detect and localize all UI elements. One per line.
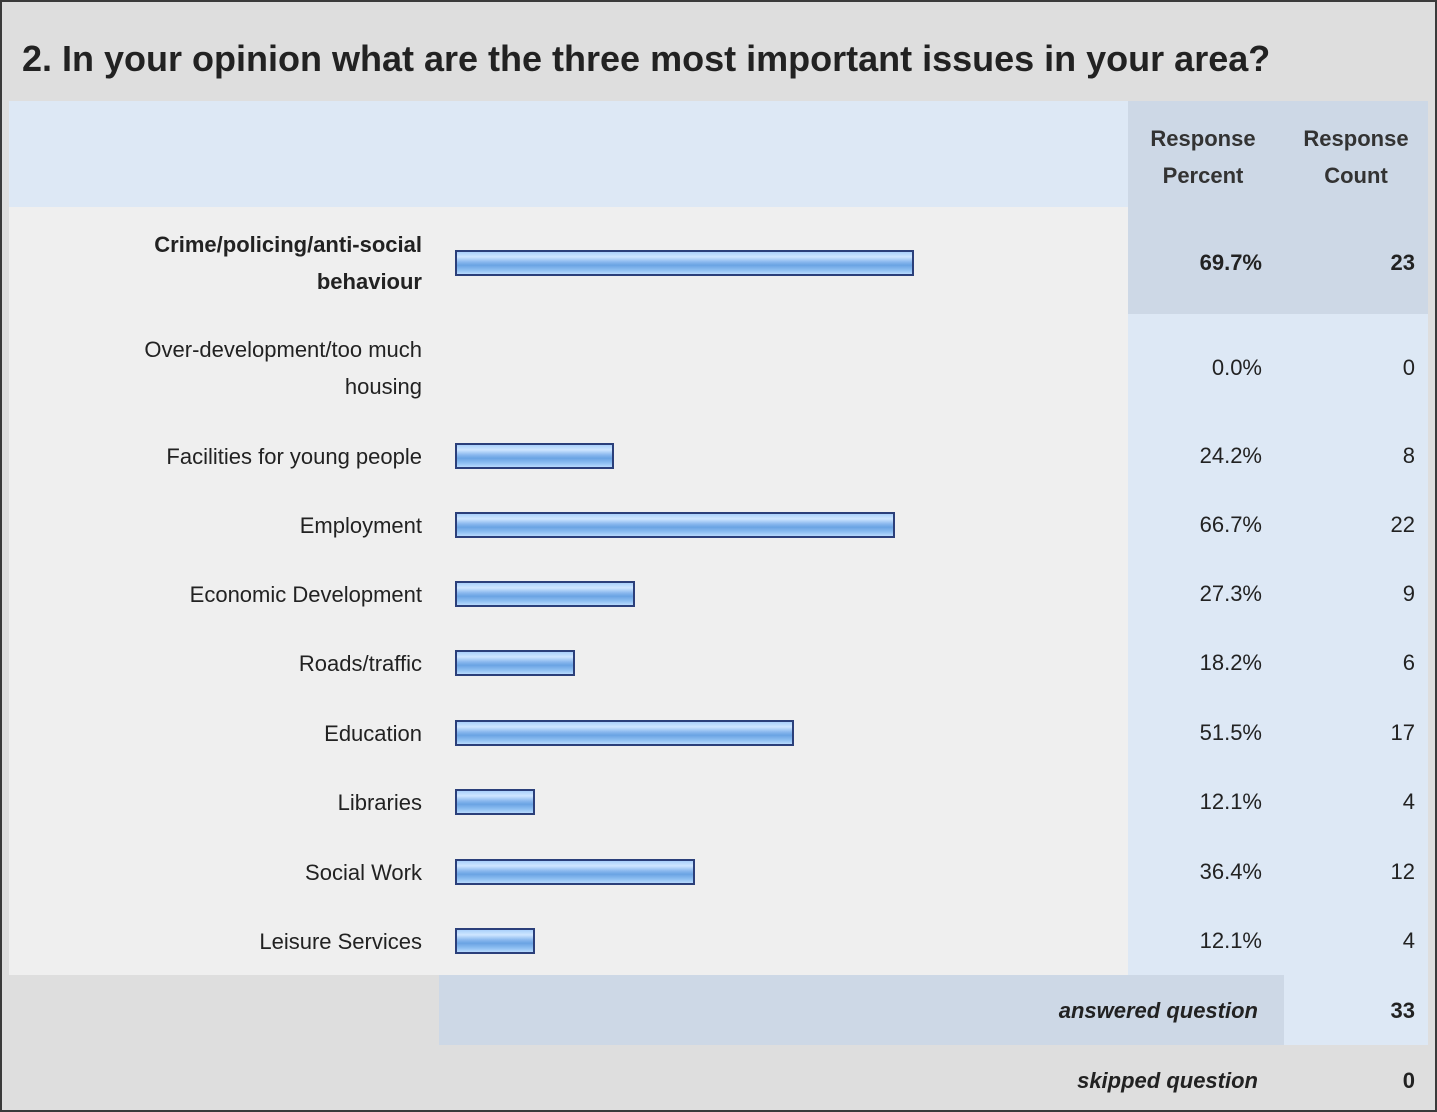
- header-count-line2: Count: [1324, 163, 1388, 188]
- row-label: Facilities for young people: [42, 438, 422, 475]
- row-label: Leisure Services: [42, 923, 422, 960]
- percent-cell: 12.1%: [1199, 928, 1262, 953]
- row-label: Education: [42, 715, 422, 752]
- bar: [455, 789, 535, 815]
- percent-cell: 27.3%: [1199, 581, 1262, 606]
- header-count-label: Response Count: [1284, 120, 1428, 194]
- row-label: Libraries: [42, 784, 422, 821]
- row-label-line: Leisure Services: [259, 928, 422, 954]
- row-label: Roads/traffic: [42, 645, 422, 682]
- count-cell: 23: [1390, 250, 1415, 275]
- bar: [455, 720, 794, 746]
- row-label-line: Education: [324, 720, 422, 746]
- row-label: Over-development/too much housing: [42, 331, 422, 405]
- row-label-line: behaviour: [316, 269, 422, 294]
- row-label-line: Facilities for young people: [166, 443, 422, 469]
- bar: [455, 443, 614, 469]
- highlight-percent-cell: [1128, 207, 1284, 314]
- row-label-line: Crime/policing/anti-social: [154, 232, 422, 257]
- count-cell: 0: [1402, 355, 1415, 380]
- row-label-line: Employment: [299, 512, 422, 538]
- row-label: Social Work: [42, 854, 422, 891]
- bar: [455, 581, 635, 607]
- answered-question-value: 33: [1390, 998, 1415, 1023]
- percent-cell: 66.7%: [1199, 512, 1262, 537]
- count-cell: 9: [1402, 581, 1415, 606]
- percent-cell: 69.7%: [1199, 250, 1262, 275]
- header-percent-line2: Percent: [1162, 163, 1244, 188]
- row-label-line: housing: [344, 374, 422, 399]
- bar: [455, 650, 575, 676]
- count-cell: 6: [1402, 650, 1415, 675]
- table-header-band: [9, 101, 1128, 207]
- header-percent-cell: [1128, 101, 1284, 207]
- row-label-line: Libraries: [337, 789, 422, 815]
- value-columns: [1128, 207, 1428, 975]
- percent-cell: 12.1%: [1199, 789, 1262, 814]
- row-label-line: Economic Development: [189, 581, 422, 607]
- percent-cell: 24.2%: [1199, 443, 1262, 468]
- bar: [455, 928, 535, 954]
- answered-count-cell: [1284, 975, 1428, 1045]
- count-cell: 22: [1390, 512, 1415, 537]
- row-label-line: Over-development/too much: [144, 337, 422, 362]
- bar: [455, 512, 895, 538]
- percent-cell: 51.5%: [1199, 720, 1262, 745]
- question-title: 2. In your opinion what are the three mo…: [22, 38, 1271, 79]
- percent-cell: 18.2%: [1199, 650, 1262, 675]
- count-cell: 17: [1390, 720, 1415, 745]
- skipped-question-value: 0: [1402, 1068, 1415, 1093]
- header-count-line1: Response: [1303, 126, 1409, 151]
- answered-row-band: [439, 975, 1284, 1045]
- count-cell: 4: [1402, 928, 1415, 953]
- highlight-count-cell: [1284, 207, 1428, 314]
- answered-question-label: answered question: [1058, 998, 1258, 1023]
- skipped-question-label: skipped question: [1077, 1068, 1258, 1093]
- row-label: Crime/policing/anti-social behaviour: [42, 226, 422, 300]
- percent-cell: 36.4%: [1199, 859, 1262, 884]
- header-percent-label: Response Percent: [1128, 120, 1278, 194]
- row-label: Employment: [42, 507, 422, 544]
- percent-cell: 0.0%: [1211, 355, 1262, 380]
- count-cell: 12: [1390, 859, 1415, 884]
- bar: [455, 859, 695, 885]
- row-label-line: Roads/traffic: [298, 650, 422, 676]
- count-cell: 4: [1402, 789, 1415, 814]
- bar: [455, 250, 914, 276]
- header-count-cell: [1284, 101, 1428, 207]
- count-cell: 8: [1402, 443, 1415, 468]
- header-percent-line1: Response: [1150, 126, 1256, 151]
- row-label: Economic Development: [42, 576, 422, 613]
- row-label-line: Social Work: [305, 859, 422, 885]
